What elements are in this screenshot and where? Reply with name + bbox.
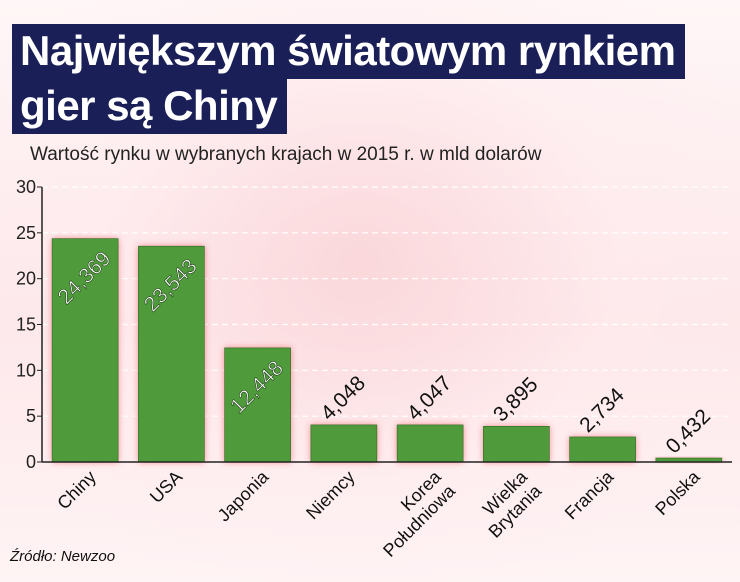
source-note: Źródło: Newzoo — [10, 548, 116, 565]
y-tick-label: 30 — [16, 177, 36, 197]
bar — [569, 436, 636, 463]
x-tick-label: USA — [146, 467, 186, 507]
bar — [310, 424, 378, 463]
bar — [224, 347, 291, 463]
bar-value-label: 4,048 — [317, 372, 370, 425]
x-tick-label: Niemcy — [302, 467, 359, 524]
x-tick-label: Polska — [651, 466, 704, 519]
chart-subtitle: Wartość rynku w wybranych krajach w 2015… — [30, 144, 542, 165]
y-tick-label: 10 — [16, 360, 36, 380]
y-tick-label: 5 — [26, 406, 36, 426]
page-title-line2: gier są Chiny — [12, 79, 288, 134]
bar-value-label: 2,734 — [575, 383, 629, 437]
x-tick-label: Francja — [561, 466, 618, 523]
bar — [51, 238, 119, 463]
bar — [483, 425, 550, 463]
bar — [396, 424, 464, 463]
bar — [138, 245, 205, 463]
page-title-line1: Największym światowym rynkiem — [12, 24, 686, 79]
y-tick-label: 20 — [16, 269, 36, 289]
y-tick-label: 25 — [16, 223, 36, 243]
x-tick-label: WielkaBrytania — [470, 466, 546, 542]
x-tick-label: Chiny — [53, 467, 100, 514]
x-tick-label: Japonia — [214, 466, 273, 525]
bar-value-label: 4,047 — [403, 372, 456, 425]
bar-value-label: 0,432 — [662, 405, 715, 458]
x-tick-label: KoreaPołudniowa — [365, 466, 460, 561]
y-tick-label: 0 — [26, 452, 36, 472]
bar-value-label: 3,895 — [489, 373, 542, 426]
y-tick-label: 15 — [16, 315, 36, 335]
